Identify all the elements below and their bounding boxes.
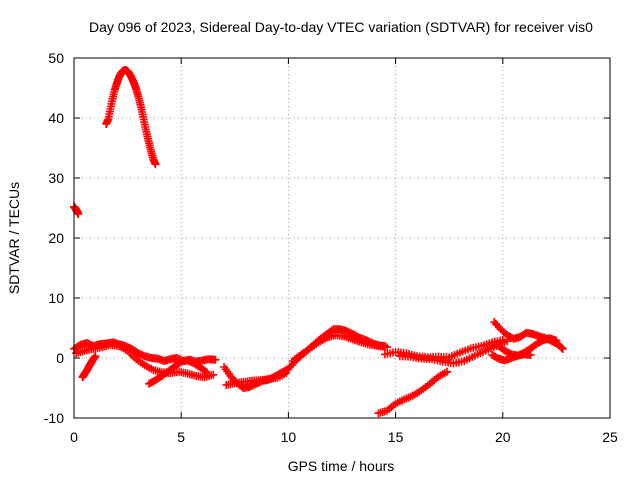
grid — [74, 58, 610, 418]
data-point — [558, 345, 567, 353]
data-point — [282, 369, 291, 377]
data-point — [443, 367, 452, 376]
y-tick-label: -10 — [44, 410, 64, 426]
data-point — [74, 210, 83, 218]
series-start-25 — [70, 202, 83, 218]
y-axis-label: SDTVAR / TECUs — [6, 182, 22, 294]
data-points — [70, 66, 567, 418]
data-point — [211, 355, 220, 364]
data-point — [201, 367, 210, 376]
y-tick-label: 10 — [48, 290, 64, 306]
data-point — [202, 368, 211, 377]
x-axis-label: GPS time / hours — [288, 458, 395, 474]
x-tick-label: 0 — [70, 429, 78, 445]
y-tick-label: 20 — [48, 230, 64, 246]
x-tick-label: 20 — [495, 429, 511, 445]
series-main-b — [72, 340, 218, 382]
data-point — [151, 160, 160, 169]
y-tick-label: 30 — [48, 170, 64, 186]
series-low-climb — [374, 367, 452, 418]
x-tick-label: 10 — [281, 429, 297, 445]
series-mid-trough-b — [222, 369, 291, 389]
series-main-c — [145, 356, 211, 388]
x-tick-label: 25 — [602, 429, 618, 445]
y-tick-label: 50 — [48, 50, 64, 66]
series-arc-high — [102, 66, 160, 169]
data-point — [557, 343, 566, 352]
series-flat-15-18 — [380, 336, 507, 362]
data-point — [526, 351, 535, 359]
data-point — [91, 352, 100, 361]
chart-title: Day 096 of 2023, Sidereal Day-to-day VTE… — [89, 19, 593, 35]
x-tick-label: 15 — [388, 429, 404, 445]
series-late-c — [488, 350, 535, 365]
series-early-down — [78, 352, 100, 382]
y-tick-label: 40 — [48, 110, 64, 126]
data-point — [552, 336, 561, 345]
y-tick-label: 0 — [56, 350, 64, 366]
data-point — [209, 370, 218, 379]
x-tick-label: 5 — [177, 429, 185, 445]
axis-ticks: 0 5 10 15 20 25 -10 0 10 20 30 40 50 — [44, 50, 618, 445]
